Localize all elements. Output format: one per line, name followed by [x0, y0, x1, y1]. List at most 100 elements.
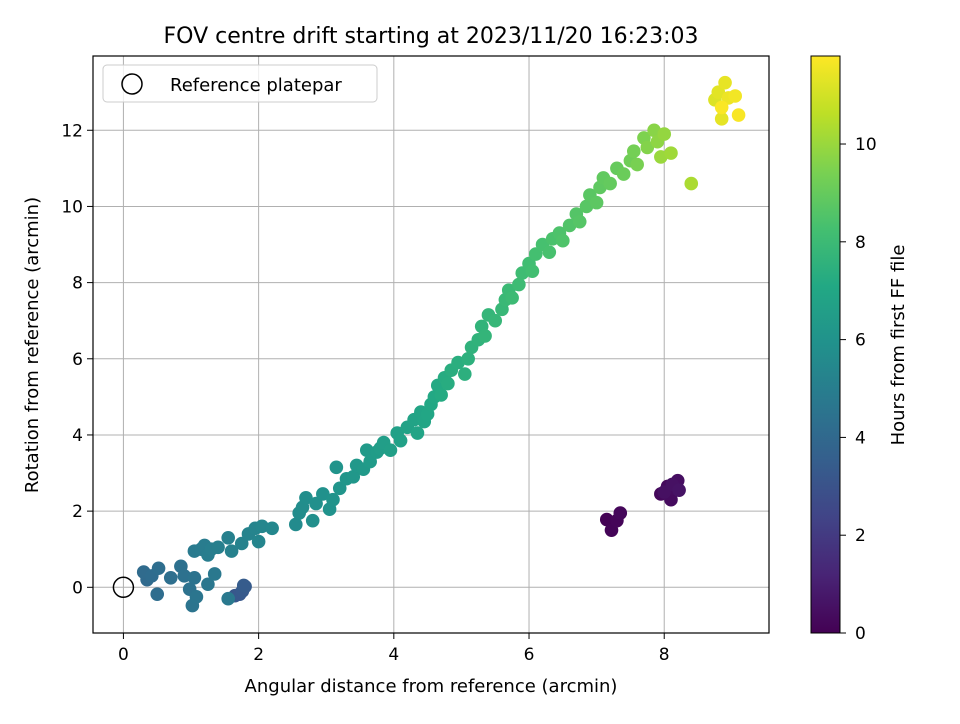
colorbar-ticks: 0 2 4 6 8 10	[840, 135, 877, 644]
data-point	[478, 329, 492, 343]
data-point	[441, 376, 455, 391]
colorbar-frame	[810, 55, 841, 634]
data-point	[630, 157, 644, 172]
data-point	[224, 544, 239, 558]
x-tick-label: 4	[388, 645, 399, 665]
data-point	[515, 266, 530, 280]
reference-marker	[112, 576, 135, 599]
data-point	[363, 454, 377, 469]
data-point	[326, 492, 340, 507]
colorbar-label: Hours from first FF file	[888, 245, 909, 446]
data-point	[657, 127, 672, 141]
data-point	[359, 443, 374, 457]
data-point	[616, 167, 631, 181]
data-point	[603, 176, 617, 191]
legend-entry: Reference platepar	[170, 75, 342, 96]
colorbar-gradient	[811, 56, 840, 633]
data-point	[488, 313, 503, 328]
colorbar-tick-label: 4	[855, 428, 866, 448]
data-point	[711, 85, 726, 99]
y-axis-label: Rotation from reference (arcmin)	[22, 197, 43, 493]
data-point	[556, 233, 570, 248]
data-point	[525, 264, 540, 278]
data-point	[714, 112, 729, 126]
y-tick-label: 6	[72, 350, 83, 370]
data-point	[627, 144, 641, 159]
data-point	[309, 496, 323, 511]
data-point	[207, 567, 222, 581]
data-point	[512, 277, 526, 292]
data-point	[461, 351, 475, 366]
y-tick-label: 12	[61, 121, 83, 141]
data-point	[672, 483, 686, 497]
chart-title: FOV centre drift starting at 2023/11/20 …	[164, 24, 699, 49]
y-axis-ticks: 0 2 4 6 8 10 12	[61, 121, 93, 598]
data-point	[718, 75, 732, 90]
data-point	[201, 577, 215, 592]
data-point	[613, 506, 628, 520]
x-axis-ticks: 0 2 4 6 8	[118, 633, 670, 665]
colorbar-tick-label: 2	[855, 526, 866, 546]
data-point	[731, 108, 746, 122]
data-point	[255, 519, 269, 534]
data-point	[684, 176, 699, 191]
colorbar-tick-label: 10	[855, 135, 877, 155]
data-point	[410, 426, 425, 440]
data-point	[163, 570, 178, 585]
data-point	[251, 534, 266, 549]
y-tick-label: 4	[72, 426, 83, 446]
data-point	[329, 460, 344, 475]
y-tick-label: 2	[72, 502, 83, 522]
data-point	[211, 540, 225, 555]
y-tick-label: 0	[72, 578, 83, 598]
x-tick-label: 2	[253, 645, 264, 665]
y-tick-label: 8	[72, 274, 83, 294]
colorbar: 0 2 4 6 8 10 Hours from first FF file	[810, 55, 909, 644]
legend-marker-icon	[121, 73, 143, 95]
data-point	[714, 100, 729, 115]
data-point	[221, 591, 235, 606]
reference-platepar-point	[112, 576, 135, 599]
data-point	[640, 140, 655, 155]
data-point	[305, 513, 320, 528]
data-point	[664, 146, 678, 160]
colorbar-tick-label: 8	[855, 233, 866, 253]
data-point	[332, 481, 347, 496]
colorbar-tick-label: 6	[855, 331, 866, 351]
data-point	[434, 388, 448, 402]
data-point	[728, 89, 742, 103]
data-point	[458, 367, 472, 381]
data-point	[316, 487, 330, 501]
x-tick-label: 6	[524, 645, 535, 665]
data-point	[528, 247, 543, 261]
data-point	[221, 530, 235, 545]
data-point	[177, 569, 192, 583]
data-point	[505, 291, 519, 305]
x-tick-label: 8	[659, 645, 670, 665]
data-points	[136, 75, 746, 613]
data-point	[572, 214, 587, 229]
data-point	[150, 587, 165, 601]
data-point	[289, 517, 303, 532]
plot-frame	[92, 55, 770, 634]
data-point	[346, 470, 361, 484]
data-point	[265, 521, 279, 536]
data-point	[599, 512, 614, 527]
legend: Reference platepar	[102, 64, 378, 103]
data-point	[234, 536, 249, 551]
data-point	[189, 590, 204, 604]
data-point	[299, 490, 313, 505]
legend-box	[102, 64, 378, 103]
data-point	[542, 245, 557, 259]
y-tick-label: 10	[61, 197, 83, 217]
x-axis-label: Angular distance from reference (arcmin)	[245, 676, 618, 697]
data-point	[236, 578, 251, 593]
data-point	[151, 561, 166, 576]
data-point	[187, 570, 202, 585]
colorbar-tick-label: 0	[855, 624, 866, 644]
data-point	[393, 433, 408, 448]
x-tick-label: 0	[118, 645, 129, 665]
data-point	[383, 443, 398, 457]
